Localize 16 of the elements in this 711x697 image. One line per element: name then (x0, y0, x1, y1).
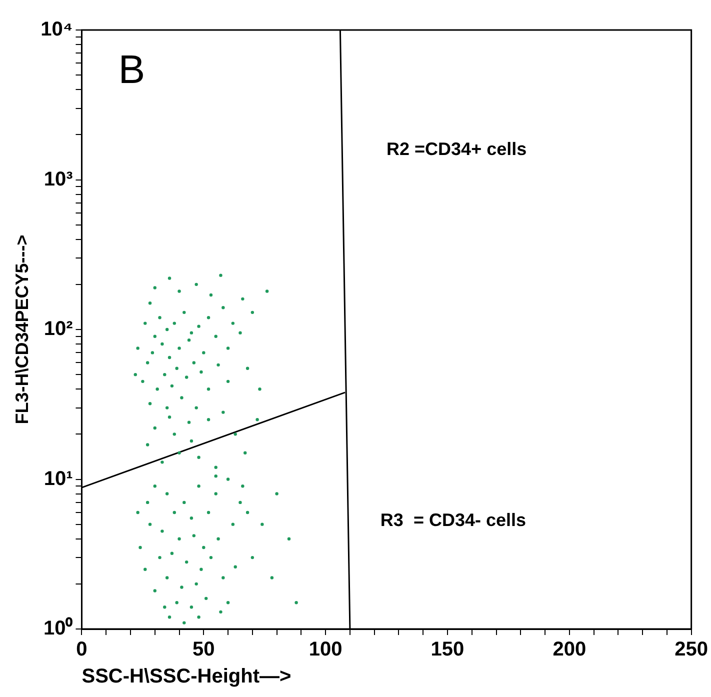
x-tick-label: 0 (76, 638, 88, 661)
y-tick-label: 10² (44, 318, 74, 340)
annotation: B (118, 48, 145, 92)
y-axis-title: FL3-H\CD34PECY5---> (12, 234, 32, 424)
x-tick-label: 100 (308, 638, 342, 661)
annotation: R3 = CD34- cells (380, 510, 526, 530)
y-tick-label: 10⁴ (40, 18, 73, 41)
y-tick-label: 10⁰ (43, 616, 73, 640)
annotation: R2 =CD34+ cells (386, 138, 527, 159)
x-tick-label: 250 (674, 638, 708, 661)
y-tick-label: 10¹ (44, 468, 74, 490)
x-tick-label: 50 (192, 638, 215, 661)
y-tick-label: 10³ (44, 168, 74, 190)
x-tick-label: 200 (552, 638, 586, 661)
x-tick-label: 150 (430, 638, 464, 661)
x-axis-title: SSC-H\SSC-Height—> (82, 666, 292, 688)
